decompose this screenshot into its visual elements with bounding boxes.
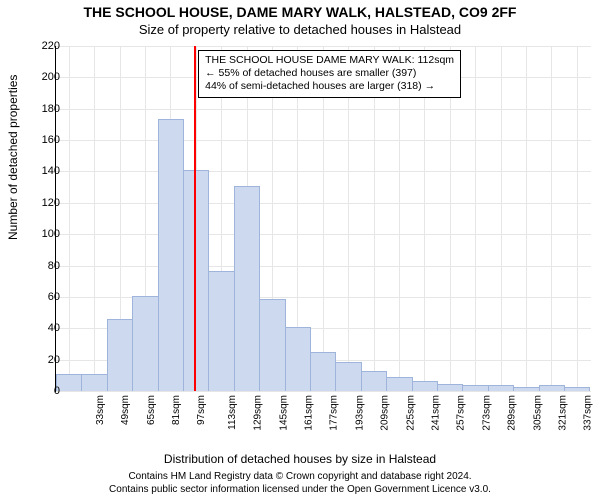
chart-container: THE SCHOOL HOUSE, DAME MARY WALK, HALSTE… bbox=[0, 0, 600, 500]
x-tick-label: 193sqm bbox=[354, 395, 365, 431]
x-tick-label: 97sqm bbox=[196, 395, 207, 425]
y-tick-label: 160 bbox=[30, 134, 60, 146]
histogram-bar bbox=[412, 381, 438, 391]
x-axis-label: Distribution of detached houses by size … bbox=[0, 452, 600, 466]
chart-footer: Contains HM Land Registry data © Crown c… bbox=[8, 471, 592, 496]
gridline-v bbox=[526, 46, 527, 391]
histogram-bar bbox=[107, 319, 133, 391]
y-tick-label: 140 bbox=[30, 165, 60, 177]
x-tick-label: 145sqm bbox=[278, 395, 289, 431]
y-axis-label: Number of detached properties bbox=[6, 75, 20, 240]
histogram-bar bbox=[81, 374, 107, 391]
y-tick-label: 220 bbox=[30, 40, 60, 52]
annotation-box: THE SCHOOL HOUSE DAME MARY WALK: 112sqm←… bbox=[198, 50, 461, 98]
histogram-bar bbox=[132, 296, 158, 391]
x-tick-label: 33sqm bbox=[95, 395, 106, 425]
histogram-bar bbox=[183, 170, 209, 391]
x-tick-label: 177sqm bbox=[329, 395, 340, 431]
x-tick-label: 81sqm bbox=[171, 395, 182, 425]
histogram-bar bbox=[158, 119, 184, 391]
gridline-v bbox=[501, 46, 502, 391]
histogram-bar bbox=[564, 387, 590, 391]
y-tick-label: 40 bbox=[30, 322, 60, 334]
y-tick-label: 120 bbox=[30, 197, 60, 209]
histogram-bar bbox=[386, 377, 412, 391]
x-tick-label: 273sqm bbox=[481, 395, 492, 431]
histogram-bar bbox=[513, 387, 539, 391]
histogram-bar bbox=[361, 371, 387, 391]
histogram-bar bbox=[208, 271, 234, 391]
annotation-line: ← 55% of detached houses are smaller (39… bbox=[205, 67, 454, 80]
gridline-v bbox=[475, 46, 476, 391]
y-tick-label: 80 bbox=[30, 260, 60, 272]
x-tick-label: 209sqm bbox=[380, 395, 391, 431]
x-tick-label: 305sqm bbox=[532, 395, 543, 431]
gridline-v bbox=[69, 46, 70, 391]
x-tick-label: 241sqm bbox=[430, 395, 441, 431]
annotation-line: THE SCHOOL HOUSE DAME MARY WALK: 112sqm bbox=[205, 54, 454, 67]
histogram-bar bbox=[310, 352, 336, 391]
x-tick-label: 49sqm bbox=[120, 395, 131, 425]
gridline-v bbox=[577, 46, 578, 391]
x-tick-label: 113sqm bbox=[227, 395, 238, 430]
histogram-bar bbox=[285, 327, 311, 391]
chart-title: THE SCHOOL HOUSE, DAME MARY WALK, HALSTE… bbox=[0, 4, 600, 20]
y-tick-label: 20 bbox=[30, 354, 60, 366]
footer-line-1: Contains HM Land Registry data © Crown c… bbox=[8, 471, 592, 484]
histogram-bar bbox=[437, 384, 463, 391]
x-tick-label: 257sqm bbox=[456, 395, 467, 431]
marker-line bbox=[194, 46, 196, 391]
histogram-bar bbox=[462, 385, 488, 391]
x-tick-label: 129sqm bbox=[253, 395, 264, 431]
y-tick-label: 60 bbox=[30, 291, 60, 303]
histogram-bar bbox=[488, 385, 514, 391]
footer-line-2: Contains public sector information licen… bbox=[8, 484, 592, 497]
annotation-line: 44% of semi-detached houses are larger (… bbox=[205, 80, 454, 93]
x-tick-label: 225sqm bbox=[405, 395, 416, 431]
x-tick-label: 65sqm bbox=[146, 395, 157, 425]
x-tick-label: 337sqm bbox=[583, 395, 594, 431]
chart-subtitle: Size of property relative to detached ho… bbox=[0, 22, 600, 37]
histogram-bar bbox=[234, 186, 260, 391]
y-tick-label: 0 bbox=[30, 385, 60, 397]
plot-area: THE SCHOOL HOUSE DAME MARY WALK: 112sqm←… bbox=[55, 46, 591, 392]
gridline-v bbox=[94, 46, 95, 391]
gridline-v bbox=[551, 46, 552, 391]
x-tick-label: 321sqm bbox=[557, 395, 568, 431]
x-tick-label: 161sqm bbox=[303, 395, 314, 431]
y-tick-label: 180 bbox=[30, 103, 60, 115]
histogram-bar bbox=[539, 385, 565, 391]
histogram-bar bbox=[335, 362, 361, 391]
y-tick-label: 200 bbox=[30, 71, 60, 83]
histogram-bar bbox=[259, 299, 285, 391]
gridline-h bbox=[56, 391, 591, 392]
y-tick-label: 100 bbox=[30, 228, 60, 240]
x-tick-label: 289sqm bbox=[507, 395, 518, 431]
